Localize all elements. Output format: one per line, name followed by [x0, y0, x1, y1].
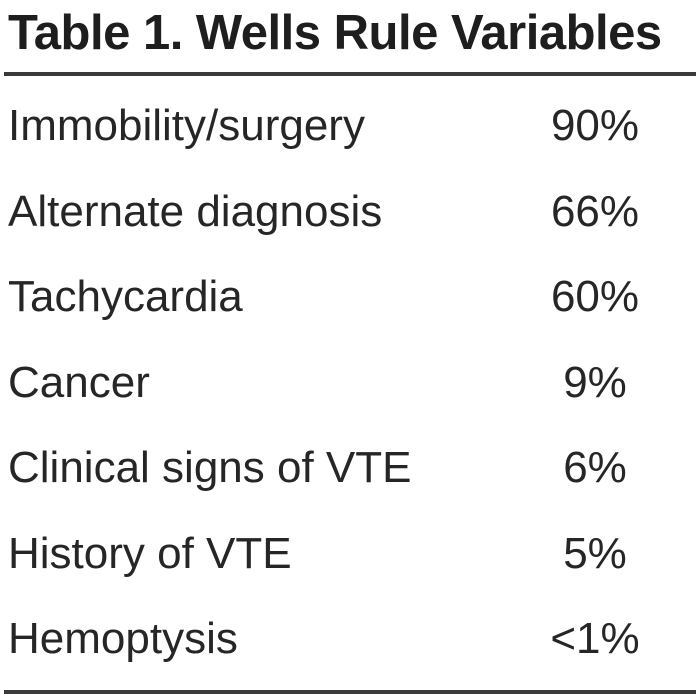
table-row: Tachycardia 60%: [0, 257, 700, 343]
variable-label: Immobility/surgery: [8, 101, 365, 150]
table-row: Clinical signs of VTE 6%: [0, 428, 700, 514]
percentage-value: 90%: [550, 101, 640, 150]
percentage-value: 9%: [563, 357, 627, 407]
percentage-value: 66%: [550, 186, 640, 236]
variable-label: Alternate diagnosis: [8, 186, 383, 236]
variable-label: Clinical signs of VTE: [8, 443, 412, 492]
table-row: Alternate diagnosis 66%: [0, 172, 700, 258]
table-row: Hemoptysis <1%: [0, 599, 700, 685]
percentage-value: 60%: [550, 272, 640, 321]
table-row: History of VTE 5%: [0, 514, 700, 600]
table-body: Immobility/surgery 90% Alternate diagnos…: [0, 86, 700, 685]
variable-label: Cancer: [8, 357, 150, 407]
variable-label: History of VTE: [8, 528, 292, 578]
variable-label: Tachycardia: [8, 272, 243, 321]
percentage-value: 5%: [563, 528, 627, 578]
table-row: Immobility/surgery 90%: [0, 86, 700, 172]
table-row: Cancer 9%: [0, 343, 700, 429]
variable-label: Hemoptysis: [8, 614, 238, 663]
table-title: Table 1. Wells Rule Variables: [8, 6, 662, 60]
top-rule-divider: [4, 72, 696, 76]
percentage-value: <1%: [550, 614, 640, 663]
percentage-value: 6%: [563, 443, 627, 492]
bottom-rule-divider: [4, 690, 696, 694]
